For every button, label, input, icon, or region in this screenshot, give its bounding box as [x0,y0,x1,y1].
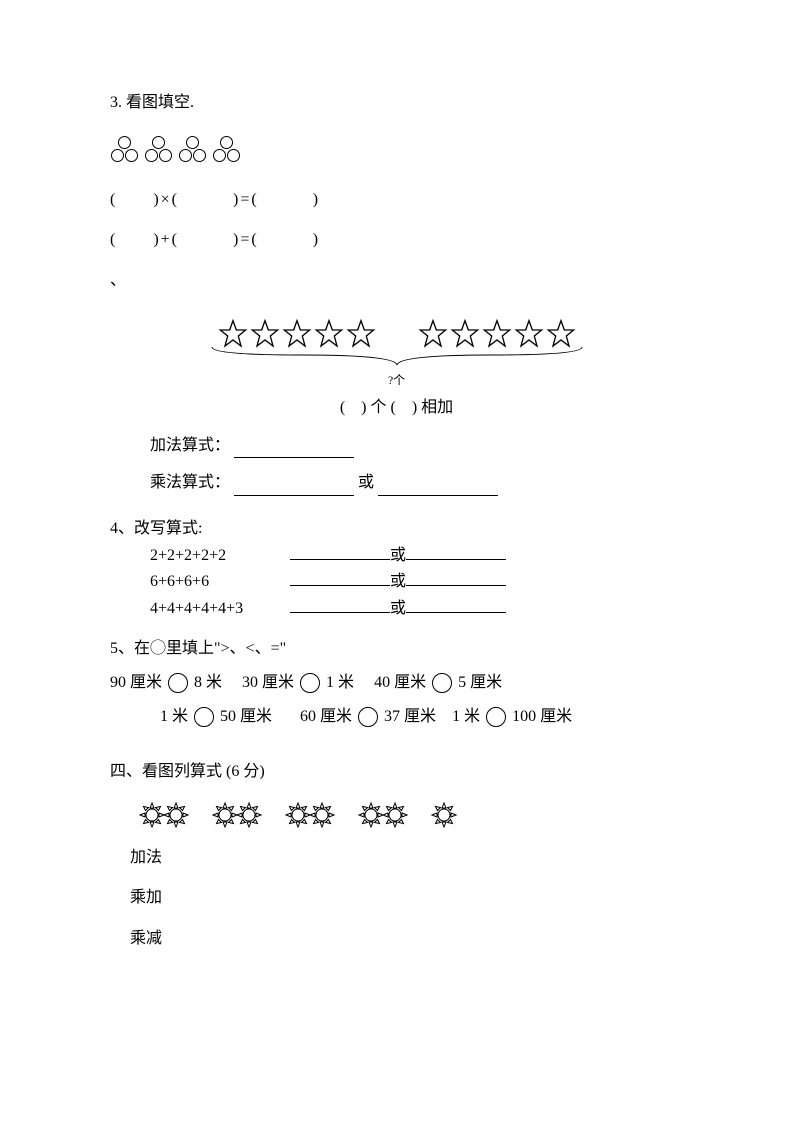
circle-groups [110,136,683,162]
or-text: 或 [390,569,406,595]
compare-row: 90 厘米 8 米 30 厘米 1 米 40 厘米 5 厘米 [110,670,683,696]
compare-circle-icon [168,673,188,693]
circle-icon [193,149,206,162]
sun-icon [307,800,337,830]
compare-c: 30 厘米 [242,674,294,691]
compare-d: 1 米 [326,674,354,691]
brace [110,345,683,379]
circle-group [178,136,206,162]
answer-mul-add: 乘加 [130,885,683,911]
sun-group [432,800,456,830]
compare-b: 50 厘米 [220,708,272,725]
section4-title: 四、看图列算式 (6 分) [110,759,683,785]
compare-d: 37 厘米 [384,708,436,725]
blank-line [406,595,506,613]
blank-line [378,478,498,496]
sun-icon [161,800,191,830]
blank-line [290,542,390,560]
add-label: 加法算式： [150,437,230,454]
sun-diagram [140,800,683,830]
compare-circle-icon [300,673,320,693]
q4-title: 4、改写算式: [110,516,683,542]
compare-b: 8 米 [194,674,222,691]
circle-icon [186,136,199,149]
blank-line [234,478,354,496]
compare-circle-icon [432,673,452,693]
sun-group [213,800,261,830]
multiplication-formula-row: 乘法算式： 或 [150,470,683,496]
compare-e: 1 米 [452,708,480,725]
expr-text: 4+4+4+4+4+3 [150,596,290,622]
blank-line [406,542,506,560]
compare-f: 5 厘米 [458,674,502,691]
blank-line [406,568,506,586]
compare-c: 60 厘米 [300,708,352,725]
sun-group [140,800,188,830]
circle-icon [125,149,138,162]
blank-line [234,440,354,458]
circle-icon [227,149,240,162]
rewrite-row: 6+6+6+6 或 [150,568,683,595]
circle-icon [145,149,158,162]
compare-a: 90 厘米 [110,674,162,691]
expr-text: 2+2+2+2+2 [150,543,290,569]
circle-icon [179,149,192,162]
sun-group [359,800,407,830]
compare-row: 1 米 50 厘米 60 厘米 37 厘米 1 米 100 厘米 [160,704,683,730]
fill-count-line: ( ) 个 ( ) 相加 [110,395,683,421]
add-expression: ( )+( )=( ) [110,227,683,253]
sun-icon [380,800,410,830]
circle-group [144,136,172,162]
compare-a: 1 米 [160,708,188,725]
compare-f: 100 厘米 [512,708,572,725]
q3-title: 3. 看图填空. [110,90,683,116]
sun-icon [234,800,264,830]
circle-group [212,136,240,162]
circle-icon [213,149,226,162]
answer-mul-sub: 乘减 [130,926,683,952]
answer-addition: 加法 [130,845,683,871]
brace-icon [207,345,587,370]
circle-group [110,136,138,162]
circle-icon [111,149,124,162]
or-text: 或 [390,543,406,569]
circle-icon [220,136,233,149]
compare-circle-icon [194,707,214,727]
separator: 、 [110,268,683,294]
or-text: 或 [390,596,406,622]
q5-title: 5、在◯里填上">、<、=" [110,636,683,662]
mul-label: 乘法算式： [150,474,230,491]
rewrite-row: 4+4+4+4+4+3 或 [150,595,683,622]
compare-circle-icon [486,707,506,727]
blank-line [290,568,390,586]
multiply-expression: ( )×( )=( ) [110,187,683,213]
circle-icon [152,136,165,149]
expr-text: 6+6+6+6 [150,569,290,595]
circle-icon [118,136,131,149]
blank-line [290,595,390,613]
circle-icon [159,149,172,162]
sun-icon [429,800,459,830]
rewrite-row: 2+2+2+2+2 或 [150,542,683,569]
compare-circle-icon [358,707,378,727]
sun-group [286,800,334,830]
addition-formula-row: 加法算式： [150,433,683,459]
compare-e: 40 厘米 [374,674,426,691]
or-text: 或 [358,474,374,491]
